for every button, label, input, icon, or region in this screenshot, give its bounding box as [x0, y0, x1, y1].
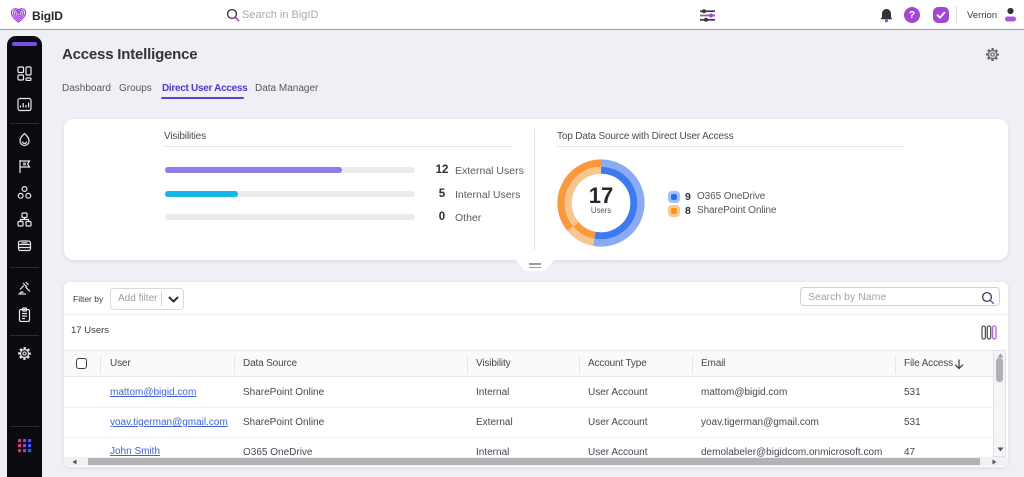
svg-text:Users: Users: [591, 206, 611, 215]
svg-text:17: 17: [589, 183, 613, 208]
